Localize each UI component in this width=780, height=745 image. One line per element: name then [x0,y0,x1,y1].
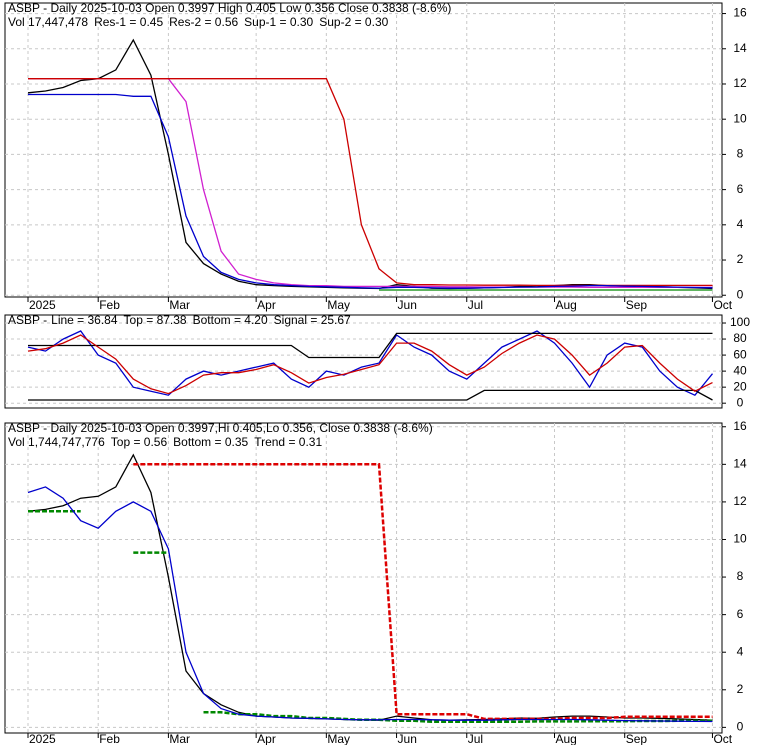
x-tick-label: Jul [468,732,483,745]
x-tick-label: Sep [626,732,648,745]
legend-entry: Res-2 = 0.56 [169,15,238,29]
legend-entry: Sup-2 = 0.30 [319,15,388,29]
y-tick-label: 16 [733,419,747,433]
y-tick-label: 2 [737,682,744,696]
y-tick-label: 14 [733,457,747,471]
y-tick-label: 16 [733,6,747,20]
y-tick-label: 12 [733,494,747,508]
legend-entry: Bottom = 0.35 [173,435,248,449]
y-tick-label: 6 [737,182,744,196]
series-line [28,389,713,401]
x-tick-label: Oct [713,298,732,312]
y-tick-label: 60 [733,347,747,361]
y-tick-label: 12 [733,76,747,90]
x-tick-label: May [327,298,350,312]
y-tick-label: 6 [737,607,744,621]
x-tick-label: Apr [257,298,276,312]
y-tick-label: 4 [737,217,744,231]
x-tick-label: Jul [468,298,483,312]
series-line [27,330,714,396]
y-tick-label: 100 [730,315,750,329]
panel-title: ASBP - Daily 2025-10-03 Open 0.3997,Hi 0… [8,421,433,435]
panel-subtitle: Vol 17,447,478 [8,15,88,29]
series-line [28,93,713,289]
x-tick-label: Aug [556,732,577,745]
y-tick-label: 14 [733,41,747,55]
x-tick-label: Sep [626,298,648,312]
legend-entry: Res-1 = 0.45 [94,15,163,29]
panel-subtitle: Vol 1,744,747,776 [8,435,105,449]
legend-entry: Line = 36.84 [51,313,118,327]
x-tick-label: Feb [99,732,120,745]
x-tick-label: Aug [556,298,577,312]
y-tick-label: 20 [733,379,747,393]
panel-title: ASBP - Daily 2025-10-03 Open 0.3997 High… [8,1,451,15]
y-tick-label: 4 [737,644,744,658]
y-tick-label: 0 [737,395,744,409]
x-tick-label: Apr [257,732,276,745]
panel-title: ASBP - [8,313,47,327]
series-line [133,463,713,721]
legend-entry: Top = 0.56 [111,435,168,449]
legend-entry: Signal = 25.67 [274,313,351,327]
series-line [27,486,713,723]
x-tick-label: 2025 [29,298,56,312]
x-tick-label: May [327,732,350,745]
x-tick-label: Oct [713,732,732,745]
y-tick-label: 40 [733,363,747,377]
y-tick-label: 80 [733,331,747,345]
x-tick-label: Jun [398,298,417,312]
y-tick-label: 2 [737,252,744,266]
y-tick-label: 0 [737,287,744,301]
y-tick-label: 10 [733,111,747,125]
panel-frame [4,2,723,298]
x-tick-label: 2025 [29,732,56,745]
legend-entry: Sup-1 = 0.30 [244,15,313,29]
series-line [28,332,713,359]
series-line [27,334,713,395]
legend-entry: Bottom = 4.20 [193,313,268,327]
x-tick-label: Mar [169,732,190,745]
x-tick-label: Mar [169,298,190,312]
x-tick-label: Jun [398,732,417,745]
legend-entry: Top = 87.38 [124,313,187,327]
y-tick-label: 10 [733,532,747,546]
legend-entry: Trend = 0.31 [254,435,322,449]
y-tick-label: 0 [737,720,744,734]
y-tick-label: 8 [737,147,744,161]
panel-frame [4,422,723,734]
x-tick-label: Feb [99,298,120,312]
panel-frame [4,314,723,409]
y-tick-label: 8 [737,569,744,583]
